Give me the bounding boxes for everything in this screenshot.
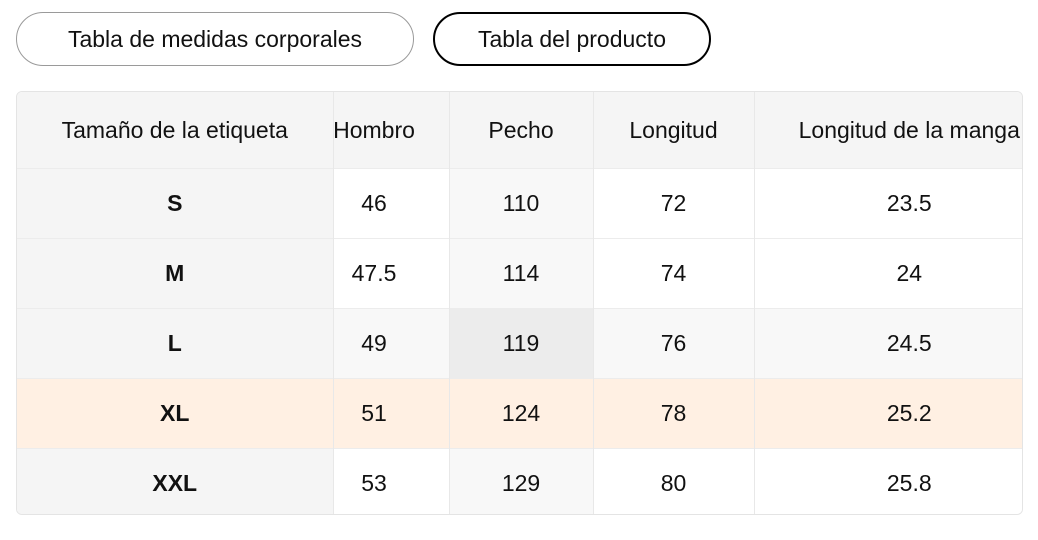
cell-text: 72 (660, 190, 687, 216)
cell-text: Longitud (629, 116, 718, 143)
cell-text: 25.8 (886, 470, 932, 496)
cell-text: 24.5 (886, 330, 932, 356)
cell-text: XXL (152, 470, 198, 496)
cell-text: 110 (502, 190, 540, 216)
cell-text: 49 (361, 330, 387, 356)
table-row: XXL 53 129 80 25.8 (17, 448, 1022, 514)
table-cell: S (17, 168, 333, 239)
table-cell: 23.5 (753, 168, 1022, 239)
cell-text: Tamaño de la etiqueta (61, 116, 288, 143)
cell-text: 78 (660, 400, 687, 426)
table-cell: 24.5 (753, 308, 1022, 379)
header-cell: Hombro (332, 92, 449, 169)
tab-button[interactable]: Tabla de medidas corporales (16, 12, 414, 66)
header-cell: Longitud (592, 92, 754, 169)
table-row: XL 51 124 78 25.2 (17, 378, 1022, 449)
cell-text: 25.2 (886, 400, 932, 426)
table-cell: 24 (753, 238, 1022, 309)
table-row: L 49 119 76 24.5 (17, 308, 1022, 379)
table-cell: 124 (448, 378, 593, 449)
cell-text: 76 (660, 330, 687, 356)
cell-text: 23.5 (886, 190, 932, 216)
tab-bar: Tabla de medidas corporales Tabla del pr… (16, 12, 711, 66)
size-table-container: Tamaño de la etiqueta Hombro Pecho Longitud… (16, 91, 1023, 515)
tab-button-active[interactable]: Tabla del producto (433, 12, 711, 66)
cell-text: 47.5 (351, 260, 397, 286)
header-cell: Pecho (448, 92, 593, 169)
table-cell: 110 (448, 168, 593, 239)
cell-text: 114 (502, 260, 540, 286)
header-row: Tamaño de la etiqueta Hombro Pecho Longitud… (17, 92, 1022, 169)
table-cell: 25.2 (753, 378, 1022, 449)
table-row: S 46 110 72 23.5 (17, 168, 1022, 239)
cell-text: Hombro (333, 116, 415, 143)
cell-text: 129 (501, 470, 541, 496)
cell-text: S (167, 190, 183, 216)
cell-text: M (165, 260, 185, 286)
table-cell: XL (17, 378, 333, 449)
header-cell: Longitud de la manga (753, 92, 1022, 169)
cell-text: Longitud de la manga (798, 116, 1020, 143)
cell-text: 74 (660, 260, 687, 286)
table-cell: 74 (592, 238, 754, 309)
cell-text: L (167, 330, 182, 356)
cell-text: XL (160, 400, 190, 426)
table-cell: 53 (332, 448, 449, 514)
table-row: M 47.5 114 74 24 (17, 238, 1022, 309)
table-cell: L (17, 308, 333, 379)
size-table: Tamaño de la etiqueta Hombro Pecho Longitud… (17, 92, 1022, 514)
table-cell: 129 (448, 448, 593, 514)
cell-text: 119 (502, 330, 540, 356)
cell-text: Pecho (488, 116, 554, 143)
table-cell: 114 (448, 238, 593, 309)
table-cell: 76 (592, 308, 754, 379)
table-cell: 80 (592, 448, 754, 514)
table-cell: XXL (17, 448, 333, 514)
table-cell: 78 (592, 378, 754, 449)
table-cell: 72 (592, 168, 754, 239)
table-cell: 119 (448, 308, 593, 379)
table-cell: 25.8 (753, 448, 1022, 514)
cell-text: 46 (361, 190, 387, 216)
cell-text: 80 (660, 470, 687, 496)
table-cell: 47.5 (332, 238, 449, 309)
cell-text: 53 (361, 470, 387, 496)
cell-text: 124 (501, 400, 541, 426)
header-cell: Tamaño de la etiqueta (17, 92, 333, 169)
table-cell: 49 (332, 308, 449, 379)
table-cell: 46 (332, 168, 449, 239)
table-cell: M (17, 238, 333, 309)
cell-text: 51 (361, 400, 387, 426)
table-cell: 51 (332, 378, 449, 449)
cell-text: 24 (896, 260, 923, 286)
